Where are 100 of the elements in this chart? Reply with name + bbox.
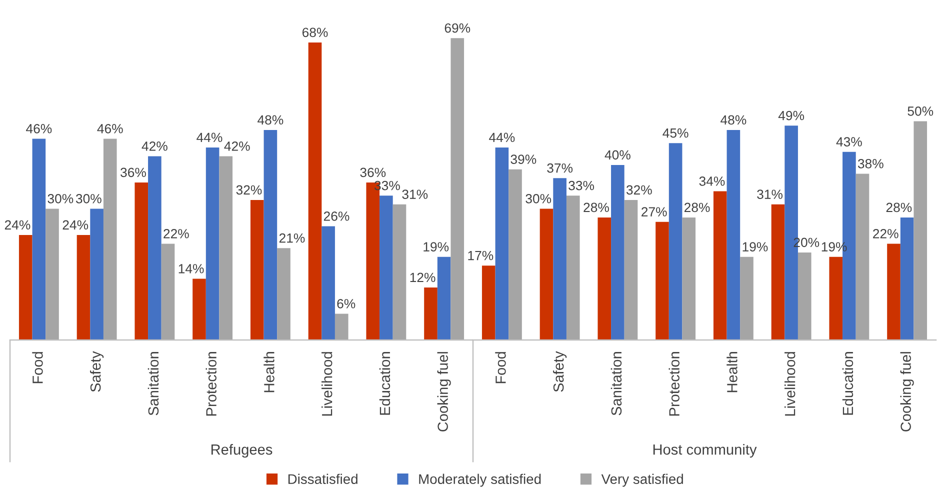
data-label: 39% (510, 154, 536, 164)
data-label: 31% (402, 190, 428, 199)
data-label: 26% (324, 212, 350, 221)
data-label: 44% (196, 132, 222, 142)
bar (798, 252, 812, 340)
data-label: 31% (757, 190, 783, 199)
data-label: 19% (424, 242, 449, 252)
bar (264, 130, 278, 340)
data-label: 14% (178, 264, 204, 274)
x-tick-label: Sanitation (148, 352, 159, 416)
data-label: 36% (120, 168, 146, 178)
bar (308, 42, 322, 340)
data-label: 24% (4, 220, 30, 230)
bar (726, 130, 740, 340)
bar (566, 196, 580, 340)
data-label: 32% (626, 185, 652, 195)
bar (624, 200, 638, 340)
bar (482, 266, 496, 340)
data-label: 46% (26, 124, 52, 134)
data-label: 49% (778, 110, 804, 120)
x-tick-label: Health (264, 352, 274, 392)
data-label: 28% (886, 202, 912, 212)
bar (740, 256, 754, 340)
bar (334, 314, 348, 340)
bar (450, 38, 464, 340)
bar (914, 121, 928, 340)
data-label: 40% (604, 150, 630, 160)
bar (437, 256, 451, 340)
bar (900, 217, 914, 340)
data-label: 68% (302, 28, 328, 38)
data-label: 45% (662, 128, 688, 138)
data-label: 22% (164, 229, 189, 238)
data-label: 33% (568, 180, 594, 190)
data-label: 24% (62, 220, 88, 230)
bar (76, 234, 90, 340)
legend-label: Dissatisfied (288, 474, 358, 484)
x-tick-label: Livelihood (322, 352, 332, 416)
x-tick-label: Safety (553, 351, 567, 392)
bar (206, 147, 220, 340)
data-label: 34% (699, 176, 725, 186)
data-label: 69% (444, 23, 470, 33)
x-tick-label: Education (379, 352, 390, 415)
x-tick-label: Safety (90, 351, 104, 392)
data-label: 12% (410, 272, 436, 282)
data-label: 43% (836, 137, 862, 146)
bar (18, 234, 32, 340)
bar (887, 244, 900, 340)
bar (161, 244, 175, 340)
data-label: 21% (279, 233, 305, 243)
data-label: 30% (48, 194, 74, 204)
data-label: 36% (360, 168, 386, 178)
x-tick-label: Education (842, 352, 854, 415)
x-tick-label: Cooking fuel (900, 352, 914, 432)
data-label: 42% (224, 142, 250, 151)
data-label: 30% (76, 194, 102, 204)
bar (540, 208, 554, 340)
data-label: 32% (236, 185, 262, 195)
bar (856, 174, 870, 340)
x-tick-label: Protection (206, 352, 216, 416)
data-label: 46% (97, 124, 123, 134)
bar (90, 208, 104, 340)
bar (32, 138, 46, 340)
data-label: 37% (547, 163, 573, 173)
bar (380, 196, 393, 340)
data-label: 22% (873, 229, 898, 238)
bar (508, 169, 522, 340)
data-label: 28% (584, 202, 609, 212)
bar (829, 256, 843, 340)
bar (192, 278, 206, 340)
bar (771, 204, 785, 340)
data-label: 19% (742, 242, 768, 252)
bar (250, 200, 264, 340)
x-tick-label: Food (32, 352, 43, 384)
x-tick-label: Food (495, 352, 506, 384)
bar (219, 156, 233, 340)
bar (392, 204, 406, 340)
bar (277, 248, 290, 340)
bar (611, 164, 624, 340)
x-tick-label: Cooking fuel (437, 352, 451, 432)
bar (598, 217, 612, 340)
x-tick-label: Livelihood (784, 352, 796, 416)
bar (322, 226, 335, 340)
data-label: 42% (142, 142, 168, 151)
bar (668, 143, 682, 340)
x-axis-title: Host community (653, 444, 757, 458)
bar (682, 217, 696, 340)
data-label: 6% (337, 299, 356, 308)
x-axis-title: Refugees (211, 444, 272, 458)
data-label: 17% (468, 250, 494, 260)
bar (495, 147, 509, 340)
bar (424, 287, 438, 340)
x-tick-label: Protection (668, 352, 680, 416)
data-label: 27% (642, 207, 667, 216)
data-label: 50% (908, 106, 934, 116)
data-label: 28% (684, 202, 710, 212)
x-tick-label: Sanitation (610, 352, 622, 416)
bar (553, 178, 566, 340)
x-tick-label: Health (726, 352, 738, 392)
bar (148, 156, 162, 340)
bar (46, 208, 59, 340)
